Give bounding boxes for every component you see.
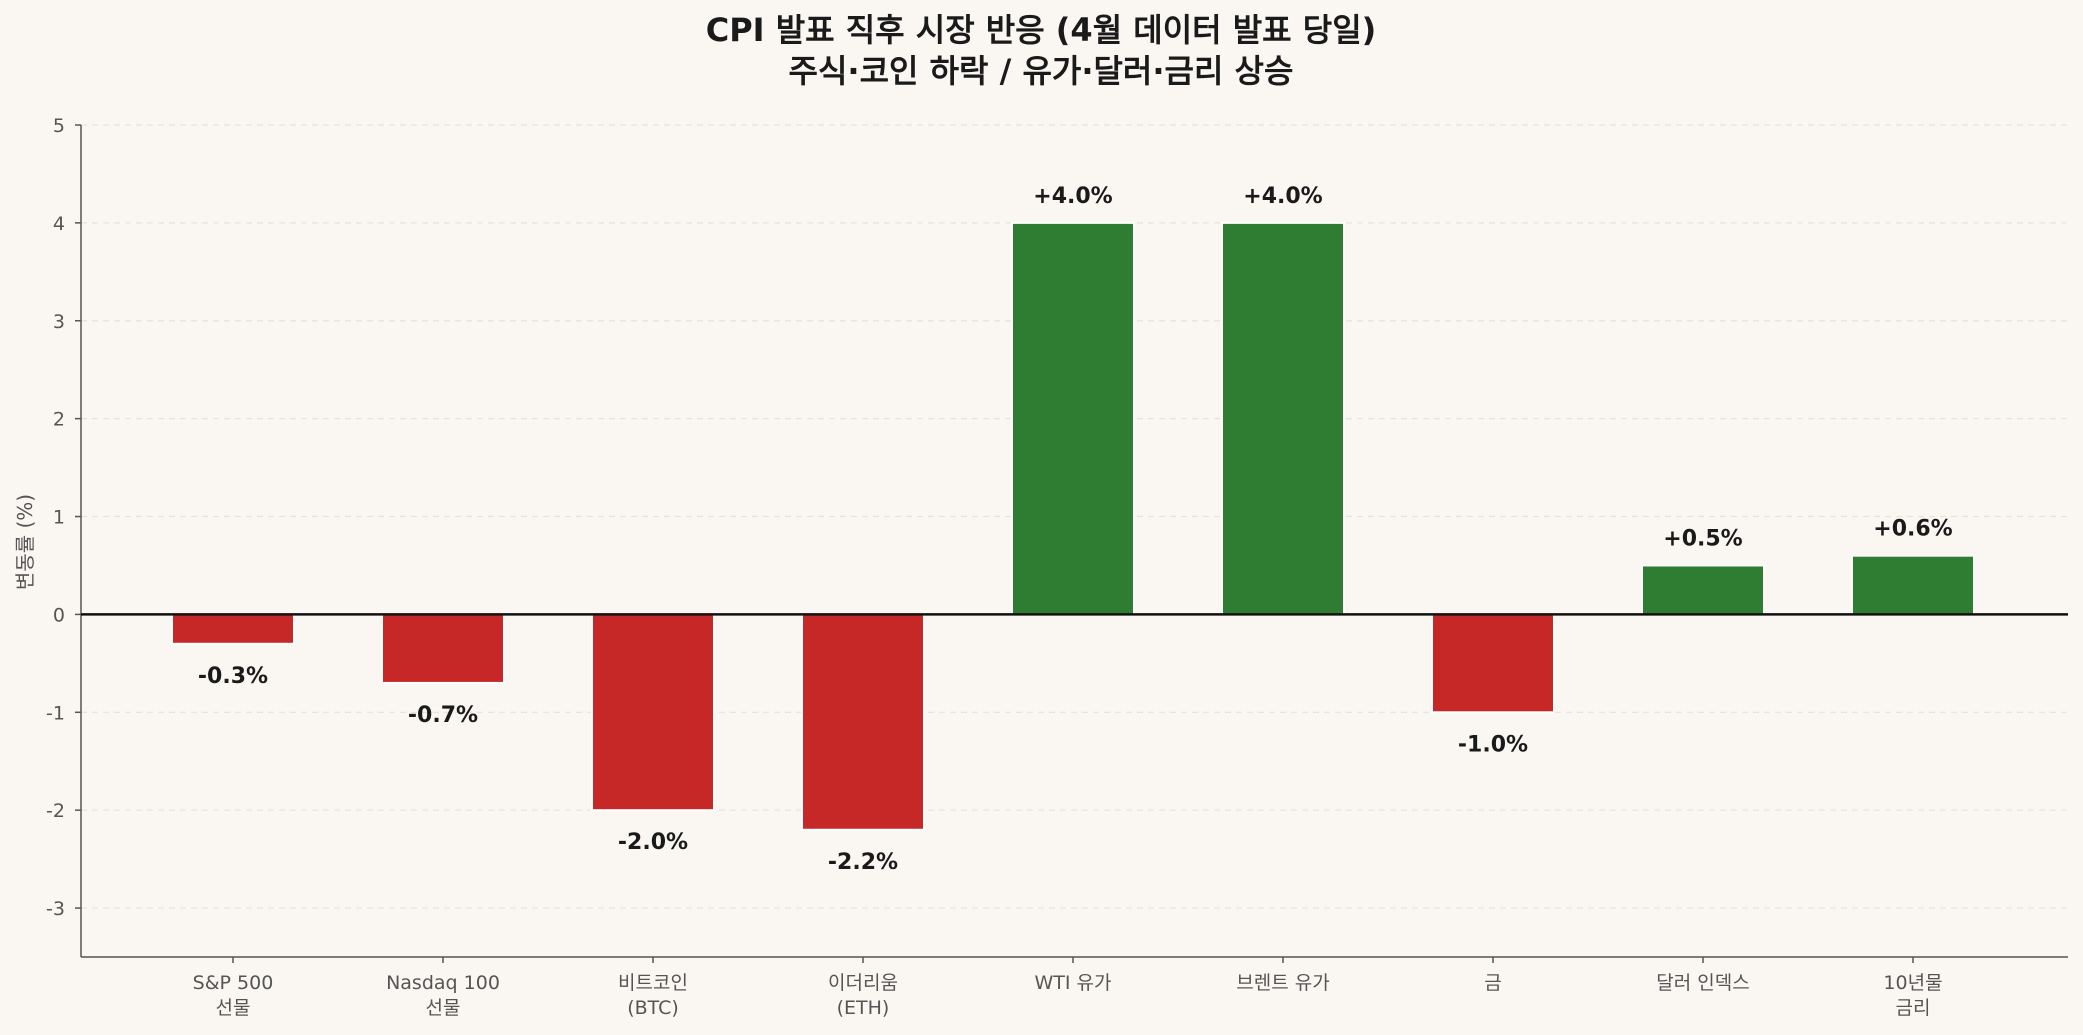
x-tick-label: S&P 500 — [193, 972, 274, 994]
x-tick-label: 금리 — [1896, 997, 1931, 1019]
axes: -3 -2 -1 0 1 2 3 4 5 S&P 500 선물 Nasdaq 100 선물 비트코인 (BT… — [46, 115, 2068, 1019]
y-axis-label: 변동률 (%) — [13, 494, 37, 590]
bar — [1221, 221, 1345, 616]
x-tick-label: 선물 — [216, 997, 251, 1019]
chart-title-line-1: CPI 발표 직후 시장 반응 (4월 데이터 발표 당일) — [706, 11, 1377, 49]
data-label: -0.7% — [408, 703, 478, 728]
value-labels: -0.3% -0.7% -2.0% -2.2% +4.0% +4.0% -1.0% +0.5%… — [198, 184, 1953, 875]
x-tick-label: 비트코인 — [618, 972, 688, 994]
data-label: -2.0% — [618, 830, 688, 855]
chart-title-line-2: 주식·코인 하락 / 유가·달러·금리 상승 — [789, 52, 1294, 90]
bar — [1641, 564, 1765, 616]
bar — [591, 613, 715, 812]
y-tick-label: 3 — [53, 311, 65, 333]
y-tick-label: 5 — [53, 115, 65, 137]
data-label: -2.2% — [828, 850, 898, 875]
bar — [1011, 221, 1135, 616]
bar — [171, 613, 295, 645]
data-label: +0.5% — [1663, 526, 1742, 551]
data-label: -1.0% — [1458, 732, 1528, 757]
y-tick-label: 0 — [53, 604, 65, 626]
x-tick-label: 이더리움 — [828, 972, 898, 994]
bar — [1851, 554, 1975, 616]
bars — [171, 221, 1975, 831]
y-tick-label: -2 — [46, 800, 65, 822]
x-tick-label: (BTC) — [627, 997, 679, 1019]
x-tick-label: (ETH) — [837, 997, 890, 1019]
data-label: -0.3% — [198, 664, 268, 689]
x-tick-label: 금 — [1484, 972, 1501, 994]
y-tick-label: -3 — [46, 898, 65, 920]
data-label: +4.0% — [1033, 184, 1112, 209]
x-tick-label: 10년물 — [1883, 972, 1942, 994]
data-label: +0.6% — [1873, 517, 1952, 542]
x-tick-label: 브렌트 유가 — [1236, 972, 1329, 994]
y-tick-label: -1 — [46, 702, 65, 724]
x-tick-label: 달러 인덱스 — [1656, 972, 1749, 994]
y-tick-label: 1 — [53, 507, 65, 529]
bar — [1431, 613, 1555, 714]
y-tick-label: 4 — [53, 213, 65, 235]
bar — [381, 613, 505, 684]
bar — [801, 613, 925, 831]
x-tick-label: WTI 유가 — [1035, 972, 1112, 994]
data-label: +4.0% — [1243, 184, 1322, 209]
x-tick-label: Nasdaq 100 — [386, 972, 500, 994]
y-tick-label: 2 — [53, 409, 65, 431]
x-tick-label: 선물 — [426, 997, 461, 1019]
